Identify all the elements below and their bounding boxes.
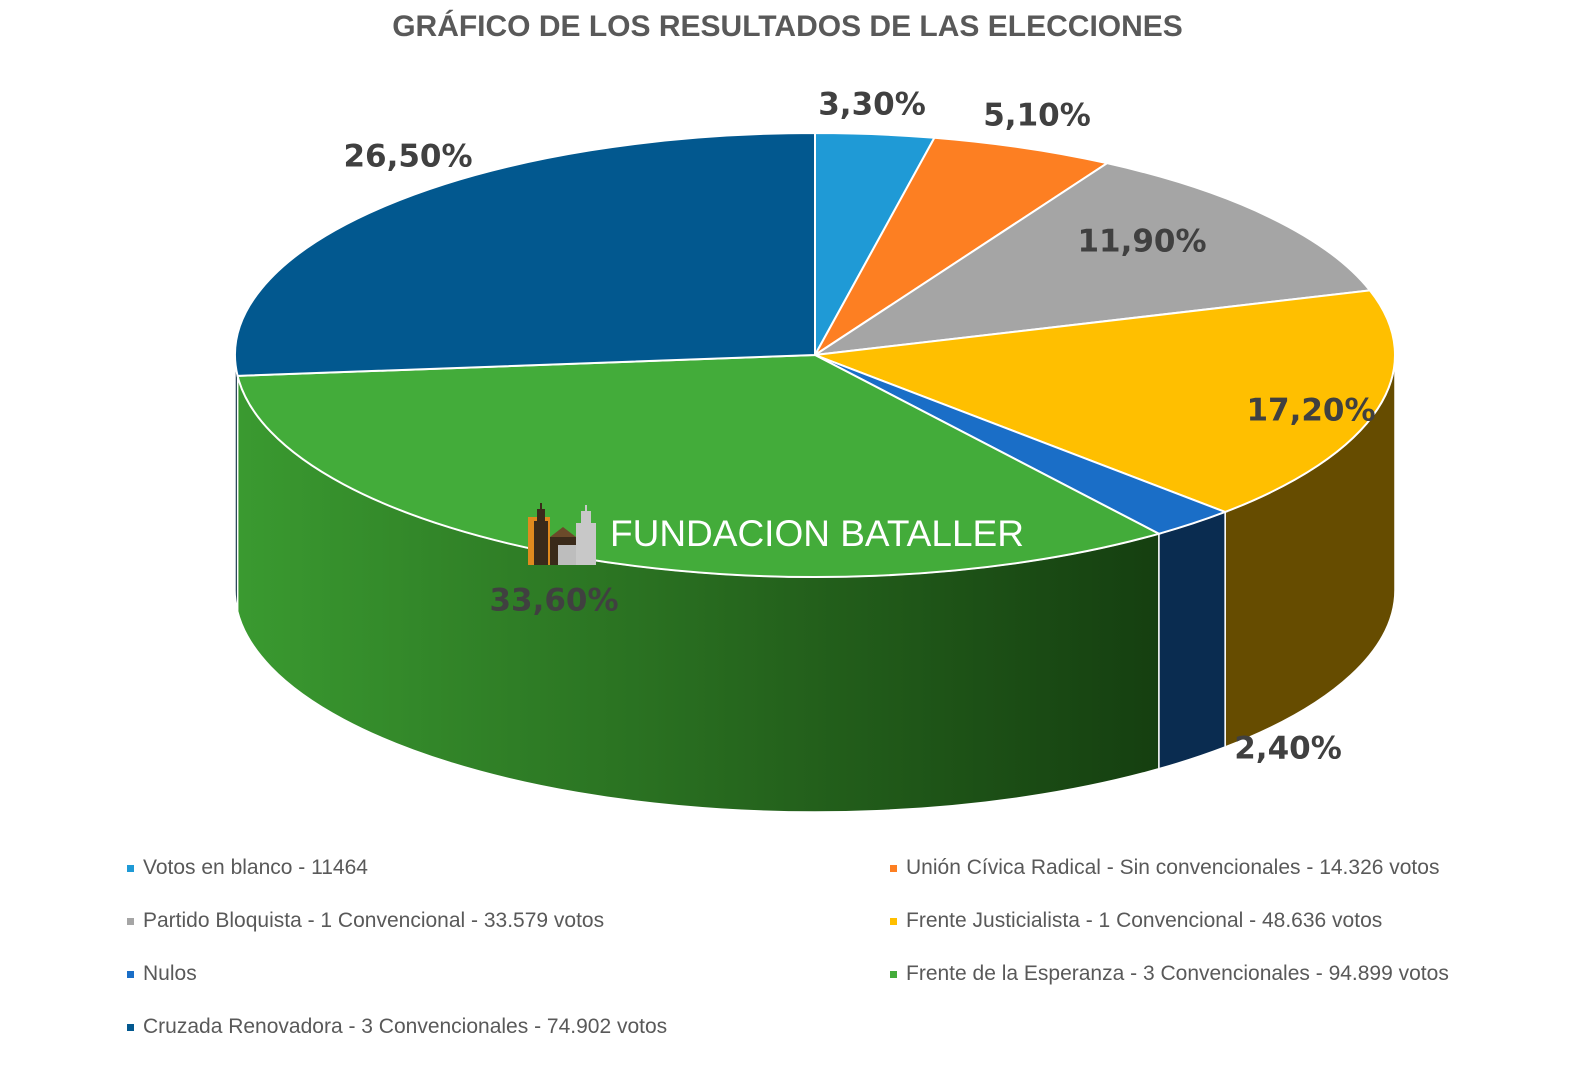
watermark: FUNDACION BATALLER (528, 503, 1024, 565)
legend-label: Unión Cívica Radical - Sin convencionale… (906, 856, 1440, 879)
legend-item-4: Nulos (127, 962, 197, 986)
pie-slices (234, 131, 1396, 578)
legend-label: Votos en blanco - 11464 (143, 856, 368, 879)
legend-item-1: Unión Cívica Radical - Sin convencionale… (890, 856, 1439, 880)
legend-label: Cruzada Renovadora - 3 Convencionales - … (143, 1015, 668, 1038)
legend-item-2: Partido Bloquista - 1 Convencional - 33.… (127, 909, 604, 933)
legend-swatch (127, 864, 134, 872)
legend-swatch (127, 1023, 134, 1031)
legend-swatch (127, 917, 134, 925)
pie-slice-3 (814, 289, 1396, 514)
legend-item-0: Votos en blanco - 11464 (127, 856, 368, 880)
pie-slice-1 (814, 136, 1110, 356)
legend-swatch (890, 970, 897, 978)
pie-sides (234, 354, 1396, 813)
watermark-text: FUNDACION BATALLER (610, 513, 1024, 554)
legend: Votos en blanco - 11464 Unión Cívica Radi… (0, 850, 1575, 1060)
pie-label-2: 11,90% (1077, 224, 1206, 260)
legend-item-5: Frente de la Esperanza - 3 Convencionale… (890, 962, 1449, 986)
pie-labels: 3,30% 5,10% 11,90% 17,20% 2,40% 33,60% 26,50% (343, 87, 1375, 767)
bataller-logo-icon (528, 503, 596, 565)
pie-label-0: 3,30% (818, 87, 926, 123)
chart-title: GRÁFICO DE LOS RESULTADOS DE LAS ELECCIO… (392, 10, 1183, 43)
pie-slice-6 (234, 131, 816, 377)
pie-label-5: 33,60% (489, 583, 618, 619)
legend-swatch (127, 970, 134, 978)
legend-label: Nulos (143, 962, 197, 985)
pie-label-1: 5,10% (983, 98, 1091, 134)
pie-side-6 (234, 354, 239, 612)
pie-label-4: 2,40% (1234, 731, 1342, 767)
pie-slice-2 (814, 162, 1372, 356)
legend-label: Frente de la Esperanza - 3 Convencionale… (906, 962, 1449, 985)
legend-item-3: Frente Justicialista - 1 Convencional - … (890, 909, 1382, 933)
legend-swatch (890, 864, 897, 872)
legend-item-6: Cruzada Renovadora - 3 Convencionales - … (127, 1015, 667, 1039)
pie-side-4 (1158, 510, 1226, 770)
legend-label: Partido Bloquista - 1 Convencional - 33.… (143, 909, 605, 932)
legend-swatch (890, 917, 897, 925)
legend-label: Frente Justicialista - 1 Convencional - … (906, 909, 1383, 932)
pie-label-3: 17,20% (1246, 393, 1375, 429)
pie-label-6: 26,50% (343, 139, 472, 175)
